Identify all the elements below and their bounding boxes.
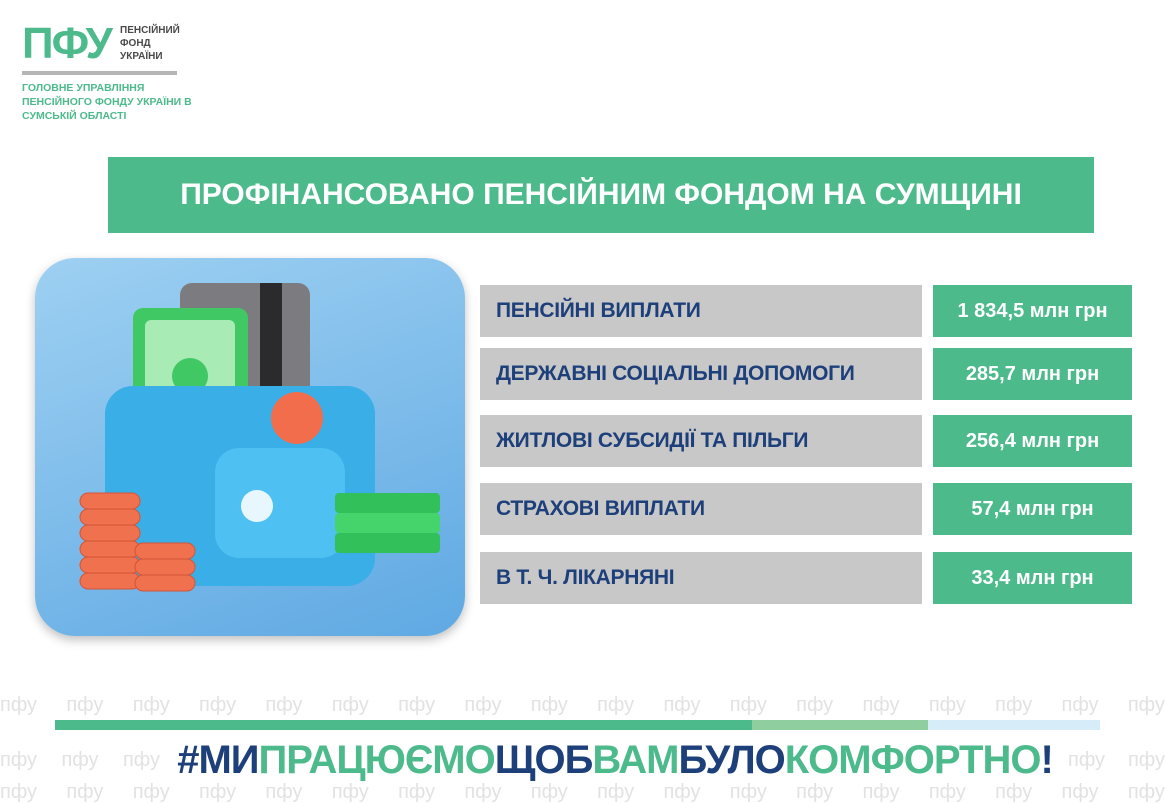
watermark-mark: пфу [530,694,568,716]
watermark-mark: пфу [796,781,834,803]
watermark-mark: пфу [663,781,701,803]
watermark-mark: пфу [796,694,834,716]
watermark-mark: пфу [1127,694,1165,716]
watermark-mark: пфу [1127,749,1165,771]
table-row: ДЕРЖАВНІ СОЦІАЛЬНІ ДОПОМОГИ 285,7 млн грн [480,348,1132,400]
slogan-part: #МИ [177,738,259,782]
row-label: В Т. Ч. ЛІКАРНЯНІ [480,552,922,604]
watermark-mark: пфу [398,694,436,716]
slogan-part: БУЛО [678,738,785,782]
row-value: 256,4 млн грн [933,415,1132,467]
watermark-mark: пфу [1127,781,1165,803]
row-value: 1 834,5 млн грн [933,285,1132,337]
watermark-mark: пфу [729,781,767,803]
watermark-mark: пфу [597,694,635,716]
wallet-illustration [35,258,465,636]
watermark-mark: пфу [199,694,237,716]
watermark-mark: пфу [331,694,369,716]
watermark-mark: пфу [199,781,237,803]
watermark-mark: пфу [663,694,701,716]
watermark-mark: пфу [862,694,900,716]
watermark-mark: пфу [265,781,303,803]
slogan-part: ! [1040,738,1053,782]
row-value: 285,7 млн грн [933,348,1132,400]
watermark-mark: пфу [1068,749,1106,771]
watermark-mark: пфу [995,781,1033,803]
slogan-hashtag: #МИПРАЦЮЄМОЩОБВАМБУЛОКОМФОРТНО! [170,738,1060,782]
slogan-part: КОМФОРТНО [784,738,1042,782]
watermark-mark: пфу [597,781,635,803]
row-label: ЖИТЛОВІ СУБСИДІЇ ТА ПІЛЬГИ [480,415,922,467]
footer-color-bar [55,720,1100,730]
pfu-logo: ПФУ ПЕНСІЙНИЙ ФОНД УКРАЇНИ ГОЛОВНЕ УПРАВ… [22,22,202,132]
watermark-mark: пфу [928,781,966,803]
watermark-mark: пфу [132,781,170,803]
slogan-part: ЩОБ [494,738,594,782]
row-value: 33,4 млн грн [933,552,1132,604]
watermark-mark: пфу [66,781,104,803]
watermark-mark: пфу [61,749,99,771]
row-value: 57,4 млн грн [933,483,1132,535]
watermark-mark: пфу [265,694,303,716]
slogan-part: ВАМ [592,738,679,782]
slogan-part: ПРАЦЮЄМО [258,738,496,782]
watermark-mark: пфу [331,781,369,803]
page-title: ПРОФІНАНСОВАНО ПЕНСІЙНИМ ФОНДОМ НА СУМЩИ… [108,157,1094,233]
logo-name: ПЕНСІЙНИЙ ФОНД УКРАЇНИ [120,25,180,62]
watermark-pattern: пфу пфу пфу пфу пфу пфу пфу пфу пфу пфу пфу пфу пфу п… [0,694,1165,716]
table-row: ЖИТЛОВІ СУБСИДІЇ ТА ПІЛЬГИ 256,4 млн грн [480,415,1132,467]
watermark-mark: пфу [66,694,104,716]
watermark-mark: пфу [1061,694,1099,716]
watermark-mark: пфу [928,694,966,716]
watermark-mark: пфу [530,781,568,803]
logo-divider [22,71,177,75]
watermark-mark: пфу [464,694,502,716]
table-row: В Т. Ч. ЛІКАРНЯНІ 33,4 млн грн [480,552,1132,604]
watermark-pattern: пфу пфу пфу пфу пфу пфу пфу пфу пфу пфу пфу пфу пфу п… [0,781,1165,803]
watermark-mark: пфу [398,781,436,803]
watermark-mark: пфу [862,781,900,803]
logo-mark: ПФУ [22,19,113,68]
watermark-mark: пфу [0,694,38,716]
row-label: СТРАХОВІ ВИПЛАТИ [480,483,922,535]
watermark-mark: пфу [729,694,767,716]
logo-subtitle: ГОЛОВНЕ УПРАВЛІННЯ ПЕНСІЙНОГО ФОНДУ УКРА… [22,82,192,122]
watermark-mark: пфу [0,749,38,771]
row-label: ПЕНСІЙНІ ВИПЛАТИ [480,285,922,337]
table-row: СТРАХОВІ ВИПЛАТИ 57,4 млн грн [480,483,1132,535]
watermark-mark: пфу [0,781,38,803]
wallet-icon [79,283,440,592]
watermark-mark: пфу [122,749,160,771]
watermark-pattern: пфу пфу [1068,749,1165,771]
watermark-mark: пфу [1061,781,1099,803]
watermark-mark: пфу [464,781,502,803]
watermark-mark: пфу [132,694,170,716]
table-row: ПЕНСІЙНІ ВИПЛАТИ 1 834,5 млн грн [480,285,1132,337]
watermark-mark: пфу [995,694,1033,716]
row-label: ДЕРЖАВНІ СОЦІАЛЬНІ ДОПОМОГИ [480,348,922,400]
watermark-pattern: пфу пфу пфу [0,749,160,771]
